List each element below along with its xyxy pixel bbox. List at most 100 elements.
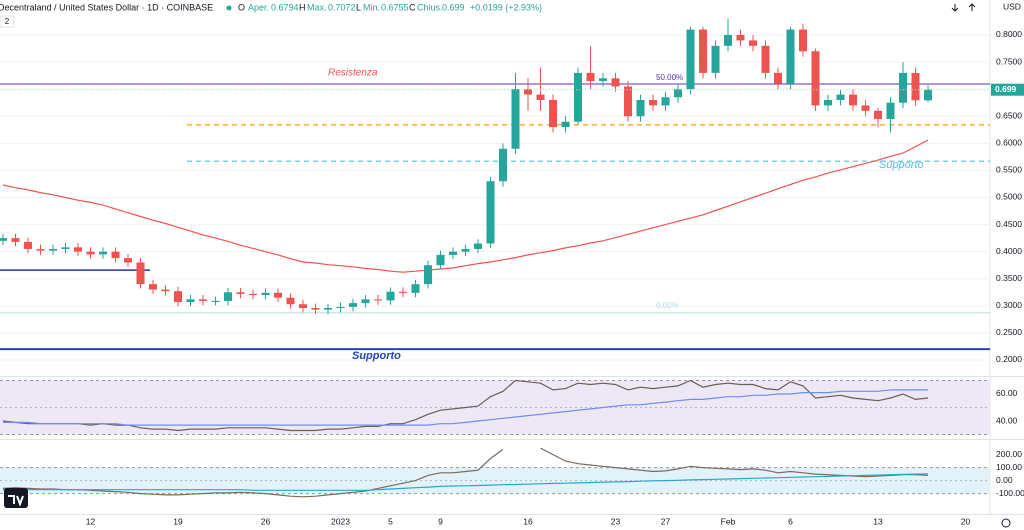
price-tag-label: 0.699	[995, 84, 1017, 94]
header: Decentraland / United States Dollar · 1D…	[0, 1, 1021, 28]
settings-icon[interactable]	[1001, 518, 1011, 528]
y-tick-label: 0.5500	[996, 165, 1022, 175]
candle-body	[311, 307, 320, 310]
annotation: Resistenza	[328, 68, 378, 79]
y-tick-label: 0.4500	[996, 219, 1022, 229]
candle-body	[849, 94, 857, 106]
x-tick-label: 23	[611, 516, 621, 526]
candle-body	[249, 293, 257, 295]
candle-body	[236, 292, 245, 294]
candle-body	[274, 292, 282, 298]
candle-body	[61, 247, 70, 249]
o-key: O	[238, 2, 245, 12]
candle-body	[186, 299, 195, 303]
y-tick-label: 60.00	[996, 388, 1018, 398]
candle-body	[549, 99, 557, 128]
candle-body	[811, 51, 820, 106]
candle-body	[536, 94, 545, 100]
candle-body	[861, 105, 870, 111]
indicator-line	[3, 473, 929, 491]
plot: 0.2000 0.2500 0.3000 0.3500 0.4000 0.4500 0.50…	[0, 18, 1024, 526]
candle-body	[124, 258, 132, 263]
annotation: Supporto	[352, 350, 401, 362]
candle-body	[511, 89, 520, 149]
y-tick-label: 0.6000	[996, 138, 1022, 148]
close-label: Chius.	[417, 2, 443, 12]
candle-body	[211, 300, 220, 302]
candle-body	[761, 45, 770, 73]
x-tick-label: 26	[261, 516, 271, 526]
candle-body	[324, 307, 332, 310]
l-key: L	[356, 2, 361, 12]
annotations: Resistenza Supporto Supporto 50.00% 0.00…	[328, 68, 924, 362]
x-tick-label: Feb	[721, 516, 736, 526]
candle-body	[611, 78, 620, 87]
y-tick-label: 200.00	[996, 449, 1022, 459]
candle-body	[599, 78, 607, 82]
candle-body	[624, 86, 632, 117]
candle-body	[474, 243, 482, 249]
low-label: Min.	[363, 2, 380, 12]
y-tick-label: 0.2000	[996, 354, 1022, 364]
h-key: H	[299, 2, 306, 12]
candle-body	[749, 40, 757, 46]
candle-body	[86, 251, 95, 255]
scroll-icon[interactable]	[951, 4, 959, 12]
y-tick-label: 0.5000	[996, 192, 1022, 202]
high-label: Max.	[307, 2, 327, 12]
candle-body	[824, 99, 832, 106]
annotation: Supporto	[879, 159, 924, 171]
candle-body	[636, 99, 645, 117]
candle-body	[299, 304, 307, 308]
x-tick-label: 6	[788, 516, 793, 526]
candle-body	[649, 99, 657, 106]
candle-body	[586, 72, 595, 82]
y-tick-label: 0.4000	[996, 246, 1022, 256]
candle-body	[161, 289, 170, 292]
logo-mark	[8, 495, 24, 507]
candle-body	[436, 254, 445, 266]
candle-body	[411, 284, 420, 293]
candle-body	[836, 94, 845, 100]
x-tick-label: 2023	[331, 516, 350, 526]
candle-body	[886, 102, 895, 119]
candle-body	[486, 181, 495, 244]
candle-body	[911, 72, 920, 101]
candle-body	[349, 303, 357, 307]
candle-body	[686, 29, 695, 90]
fib-label: 0.00%	[656, 301, 679, 310]
indicator-count[interactable]: 2	[5, 17, 10, 26]
y-tick-label: 0.2500	[996, 327, 1022, 337]
x-tick-label: 20	[961, 516, 971, 526]
x-tick-label: 13	[873, 516, 883, 526]
low-value: 0.6755	[381, 2, 409, 12]
symbol: Decentraland / United States Dollar · 1D…	[0, 2, 213, 12]
close-value: 0.699	[442, 2, 465, 12]
indicator-line	[3, 389, 928, 426]
candle-body	[136, 262, 145, 285]
x-tick-label: 9	[438, 516, 443, 526]
scroll-icon[interactable]	[968, 3, 976, 11]
y-tick-label: 0.8000	[996, 29, 1022, 39]
indicator-line	[2, 379, 929, 432]
candle-body	[111, 251, 120, 259]
candle-body	[374, 299, 382, 301]
y-tick-label: 0.3000	[996, 300, 1022, 310]
logo	[4, 488, 28, 508]
status-dot	[226, 5, 232, 11]
candle-body	[224, 292, 232, 301]
candle-body	[711, 45, 720, 73]
x-tick-label: 19	[173, 516, 183, 526]
candle-body	[199, 299, 207, 301]
y-tick-label: 0.00	[996, 475, 1013, 485]
c-key: C	[409, 2, 416, 12]
candle-body	[24, 241, 32, 249]
candle-body	[49, 248, 57, 251]
candle-body	[699, 29, 707, 73]
indicator-toggle[interactable]	[0, 15, 15, 28]
moving-average	[2, 139, 929, 273]
open-label: Aper.	[248, 2, 269, 12]
candle-body	[36, 248, 45, 251]
candle-body	[336, 306, 345, 308]
